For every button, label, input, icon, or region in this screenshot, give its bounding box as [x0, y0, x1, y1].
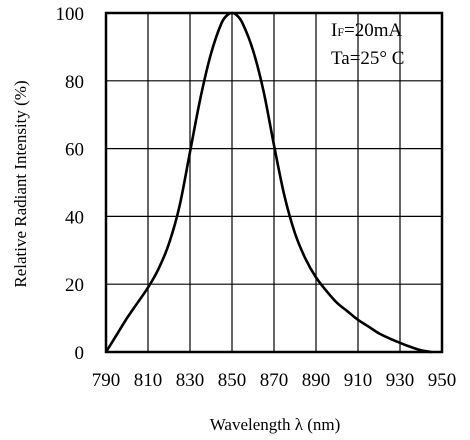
series-line-0 — [104, 11, 432, 354]
y-axis-label: Relative Radiant Intensity (%) — [11, 80, 30, 287]
y-tick-label-1: 20 — [65, 275, 84, 296]
y-tick-labels: 0 20 40 60 80 100 — [56, 4, 85, 364]
x-tick-label-5: 890 — [302, 370, 331, 391]
x-tick-label-8: 950 — [428, 370, 457, 391]
y-tick-label-2: 40 — [65, 207, 84, 228]
y-tick-label-0: 0 — [75, 343, 85, 364]
x-tick-label-0: 790 — [92, 370, 121, 391]
temperature-annotation: Ta=25° C — [331, 48, 404, 69]
plot-frame — [104, 11, 444, 354]
x-tick-label-7: 930 — [386, 370, 415, 391]
x-tick-label-1: 810 — [134, 370, 163, 391]
x-tick-label-2: 830 — [176, 370, 205, 391]
x-tick-labels: 790 810 830 850 870 890 910 930 950 — [92, 370, 457, 391]
x-axis-label: Wavelength λ (nm) — [210, 415, 341, 434]
forward-current-subscript: F — [337, 25, 344, 39]
forward-current-value: =20mA — [344, 20, 402, 41]
forward-current-annotation: IF=20mA — [331, 20, 403, 41]
x-tick-label-4: 870 — [260, 370, 289, 391]
y-tick-label-5: 100 — [56, 4, 85, 25]
series-layer — [104, 11, 432, 354]
y-tick-label-3: 60 — [65, 140, 84, 161]
x-tick-label-3: 850 — [218, 370, 247, 391]
x-tick-label-6: 910 — [344, 370, 373, 391]
y-tick-label-4: 80 — [65, 72, 84, 93]
forward-current-symbol: I — [331, 20, 337, 41]
